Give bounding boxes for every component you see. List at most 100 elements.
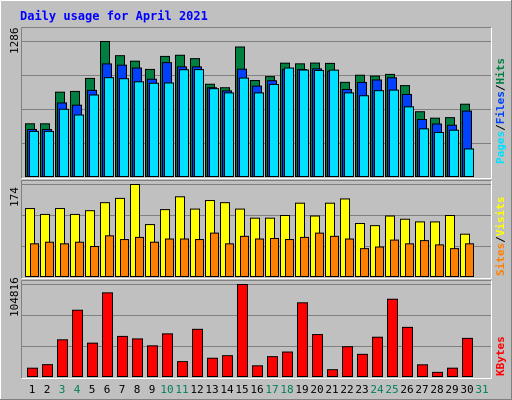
day-label-7: 7 — [119, 383, 126, 396]
bar-pages-day-13 — [209, 88, 219, 177]
legend-sep-2: / — [494, 84, 507, 91]
day-label-26: 26 — [400, 383, 413, 396]
bar-pages-day-14 — [224, 92, 234, 177]
bar-pages-day-28 — [434, 131, 444, 178]
bar-pages-day-23 — [359, 95, 369, 177]
bar-sites-day-7 — [120, 239, 129, 278]
bar-pages-day-2 — [44, 130, 54, 177]
bar-sites-day-19 — [300, 236, 309, 277]
bar-pages-day-19 — [299, 69, 309, 177]
legend-pages: Pages — [494, 131, 507, 164]
day-label-13: 13 — [205, 383, 218, 396]
day-labels: 1 2 3 4 5 6 7 8 9 10 11 12 13 14 15 16 17 18 19 20 21 22 23 24 2… — [29, 383, 489, 396]
bar-sites-day-16 — [255, 238, 264, 277]
bar-pages-day-17 — [269, 83, 279, 177]
day-label-29: 29 — [445, 383, 458, 396]
bar-pages-day-27 — [419, 128, 429, 177]
day-label-5: 5 — [89, 383, 96, 396]
bar-kbytes-day-8 — [132, 338, 143, 377]
bar-kbytes-day-6 — [102, 292, 113, 377]
bar-kbytes-day-23 — [357, 353, 368, 378]
day-label-31: 31 — [475, 383, 488, 396]
day-label-12: 12 — [190, 383, 203, 396]
bar-kbytes-day-24 — [372, 336, 383, 378]
day-label-15: 15 — [235, 383, 248, 396]
bar-pages-day-18 — [284, 67, 294, 177]
bar-sites-day-26 — [405, 243, 414, 278]
bar-kbytes-day-13 — [207, 357, 218, 377]
bar-pages-day-30 — [464, 148, 474, 178]
bar-kbytes-day-17 — [267, 356, 278, 377]
bar-kbytes-day-3 — [57, 339, 68, 378]
day-label-16: 16 — [250, 383, 263, 396]
bar-kbytes-day-12 — [192, 328, 203, 378]
middle-ymax-label: 174 — [8, 187, 21, 207]
panel-top-frame — [21, 27, 492, 179]
bar-pages-day-24 — [374, 90, 384, 177]
bar-sites-day-3 — [60, 243, 69, 278]
bar-pages-day-5 — [89, 94, 99, 177]
bar-pages-day-25 — [389, 89, 399, 177]
bar-kbytes-day-1 — [27, 367, 38, 378]
bar-pages-day-12 — [194, 69, 204, 177]
bar-sites-day-29 — [450, 248, 459, 277]
bar-sites-day-27 — [420, 240, 429, 278]
day-label-17: 17 — [265, 383, 278, 396]
panel-bottom-frame — [21, 280, 492, 379]
bar-sites-day-9 — [150, 241, 159, 277]
bar-kbytes-day-29 — [447, 367, 458, 378]
bar-pages-day-11 — [179, 69, 189, 177]
bar-kbytes-day-10 — [162, 333, 173, 378]
bar-sites-day-15 — [240, 235, 249, 278]
bar-pages-day-26 — [404, 106, 414, 177]
day-label-10: 10 — [160, 383, 173, 396]
bar-kbytes-day-15 — [237, 284, 248, 377]
day-label-20: 20 — [310, 383, 323, 396]
bar-kbytes-day-14 — [222, 355, 233, 378]
bar-kbytes-day-16 — [252, 365, 263, 378]
bar-sites-day-18 — [285, 239, 294, 278]
day-label-8: 8 — [134, 383, 141, 396]
bar-kbytes-day-27 — [417, 364, 428, 377]
day-label-14: 14 — [220, 383, 234, 396]
bar-sites-day-30 — [465, 243, 474, 278]
legend-visits: Visits — [494, 197, 507, 237]
legend-top: Pages/Files/Hits — [494, 58, 507, 164]
day-label-9: 9 — [149, 383, 156, 396]
legend-kbytes: KBytes — [494, 336, 507, 376]
day-label-22: 22 — [340, 383, 353, 396]
bar-pages-day-10 — [164, 82, 174, 177]
bottom-ymax-label: 104816 — [8, 277, 21, 317]
bar-sites-day-13 — [210, 232, 219, 277]
bar-kbytes-day-11 — [177, 361, 188, 378]
bar-kbytes-day-2 — [42, 364, 53, 377]
bar-kbytes-day-30 — [462, 337, 473, 377]
day-label-23: 23 — [355, 383, 368, 396]
bar-sites-day-12 — [195, 239, 204, 278]
bar-pages-day-3 — [59, 108, 69, 177]
bar-kbytes-day-26 — [402, 326, 413, 377]
bar-sites-day-6 — [105, 235, 114, 278]
bar-sites-day-8 — [135, 236, 144, 277]
day-label-3: 3 — [59, 383, 66, 396]
bar-pages-day-20 — [314, 69, 324, 177]
day-label-28: 28 — [430, 383, 443, 396]
bar-kbytes-day-20 — [312, 334, 323, 378]
day-label-19: 19 — [295, 383, 308, 396]
bar-kbytes-day-22 — [342, 346, 353, 377]
bar-sites-day-24 — [375, 246, 384, 278]
bar-sites-day-2 — [45, 241, 54, 277]
bar-pages-day-9 — [149, 82, 159, 177]
bar-sites-day-28 — [435, 244, 444, 277]
panel-middle-frame — [21, 180, 492, 279]
legend-sep-1: / — [494, 124, 507, 131]
bar-sites-day-21 — [330, 235, 339, 278]
bars — [25, 41, 474, 378]
day-label-24: 24 — [370, 383, 384, 396]
bar-sites-day-17 — [270, 237, 279, 277]
bar-pages-day-22 — [344, 92, 354, 177]
bar-pages-day-15 — [239, 77, 249, 177]
day-label-25: 25 — [385, 383, 398, 396]
